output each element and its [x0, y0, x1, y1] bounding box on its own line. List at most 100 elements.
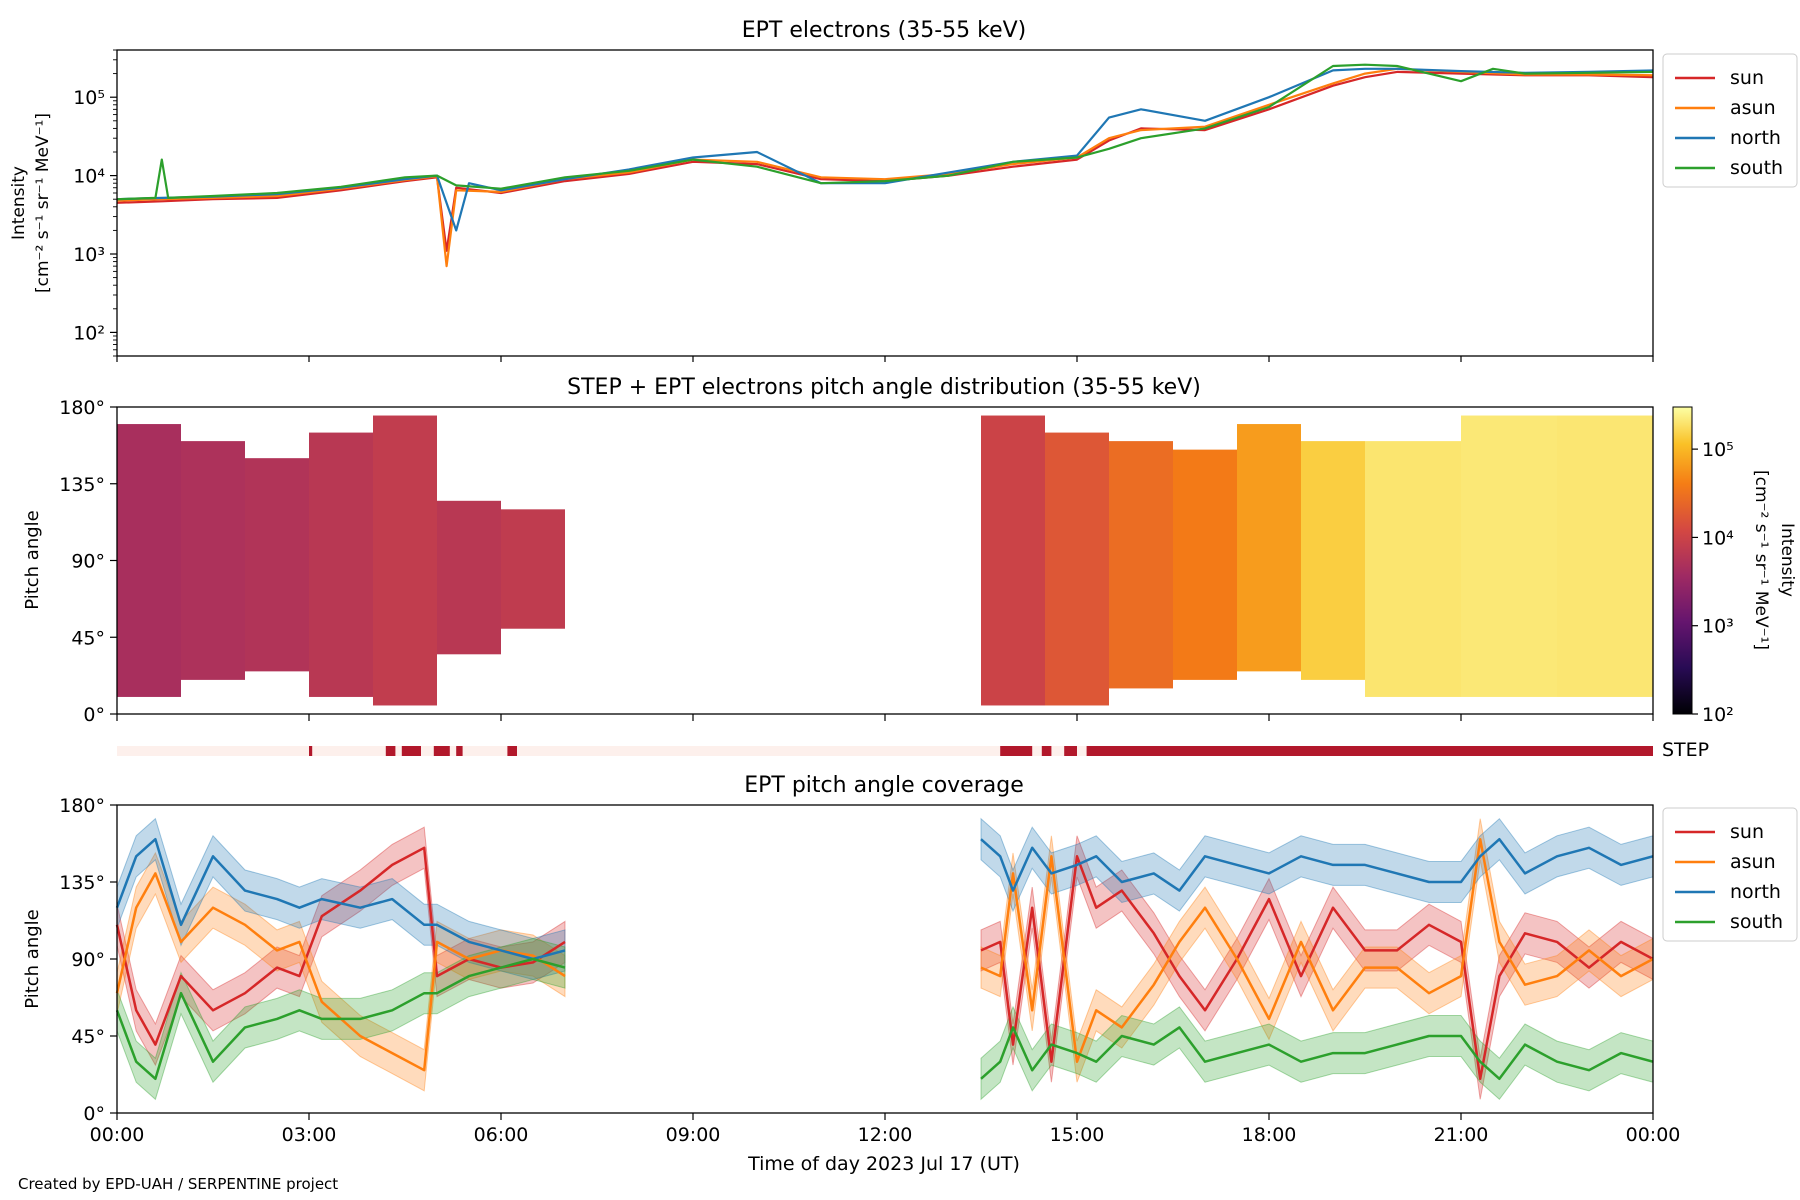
intensity-line-north [116, 67, 1654, 232]
intensity-ylabel-line1: Intensity [9, 166, 29, 240]
pad-heatmap-cell [1365, 441, 1461, 697]
pad-heatmap-cell [981, 415, 1045, 706]
coverage-legend-label-asun: asun [1730, 851, 1776, 873]
colorbar-units: [cm⁻² s⁻¹ sr⁻¹ MeV⁻¹] [1751, 470, 1771, 650]
coverage-band-asun [116, 851, 566, 1092]
pad-heatmap [117, 415, 1653, 706]
coverage-ytick-label: 135° [59, 872, 105, 894]
pad-ytick-label: 0° [83, 704, 105, 726]
coverage-axis-ticks: 0° 45° 90° 135° 180° 00:00 03:00 06:00 09:00 12:0… [59, 795, 1680, 1146]
step-bar-background [117, 746, 1653, 756]
coverage-band-sun [116, 826, 566, 1067]
pad-panel: STEP + EPT electrons pitch angle distrib… [22, 375, 1797, 726]
coverage-line-sun [115, 846, 566, 1046]
coverage-panel: EPT pitch angle coverage 0° 45° 90° 135° 180… [22, 773, 1798, 1175]
pad-ytick-label: 135° [59, 474, 105, 496]
panel-title-pad: STEP + EPT electrons pitch angle distrib… [567, 375, 1201, 400]
intensity-series [116, 63, 1654, 268]
pad-axis-ticks: 0° 45° 90° 135° 180° [59, 397, 1654, 726]
step-intervals [117, 746, 1653, 756]
pad-ylabel: Pitch angle [22, 510, 43, 609]
pad-heatmap-cell [437, 500, 501, 655]
colorbar-label: Intensity [1777, 523, 1797, 597]
coverage-legend-box [1662, 807, 1798, 942]
step-active-interval [1041, 746, 1052, 756]
coverage-xtick-label: 06:00 [474, 1124, 529, 1146]
coverage-band-south [980, 1005, 1654, 1101]
pad-heatmap-cell [309, 432, 373, 697]
intensity-legend-label-south: south [1730, 157, 1783, 179]
pad-heatmap-cell [1109, 441, 1173, 689]
coverage-ytick-label: 180° [59, 795, 105, 817]
colorbar-tick-label: 10³ [1702, 616, 1734, 638]
intensity-legend: sun asun north south [1662, 53, 1798, 188]
step-active-interval [1000, 746, 1033, 756]
pad-heatmap-cell [1237, 424, 1301, 672]
intensity-legend-box [1662, 53, 1798, 188]
coverage-line-asun [980, 837, 1654, 1063]
coverage-legend: sun asun north south [1662, 807, 1798, 942]
pad-colorbar: 10² 10³ 10⁴ 10⁵ Intensity [cm⁻² s⁻¹ sr⁻¹ MeV⁻… [1672, 406, 1797, 726]
coverage-line-north [115, 837, 566, 961]
panel-title-intensity: EPT electrons (35-55 keV) [742, 18, 1027, 43]
step-active-interval [433, 746, 450, 756]
coverage-xtick-label: 12:00 [858, 1124, 913, 1146]
coverage-ylabel: Pitch angle [22, 909, 43, 1008]
intensity-ytick-label: 10⁵ [73, 87, 105, 109]
step-coverage-bar: STEP [117, 739, 1709, 761]
colorbar-scale [1672, 406, 1693, 715]
intensity-ylabel-line2: [cm⁻² s⁻¹ sr⁻¹ MeV⁻¹] [33, 113, 53, 293]
intensity-line-south [116, 63, 1654, 201]
coverage-ytick-label: 0° [83, 1103, 105, 1125]
step-active-interval [507, 746, 517, 756]
intensity-line-asun [116, 67, 1654, 268]
coverage-line-sun [980, 855, 1654, 1081]
colorbar-tick-label: 10⁵ [1702, 439, 1734, 461]
pad-heatmap-cell [1557, 415, 1653, 697]
coverage-legend-label-south: south [1730, 911, 1783, 933]
step-active-interval [1086, 746, 1653, 756]
step-active-interval [401, 746, 421, 756]
intensity-ytick-label: 10³ [73, 244, 105, 266]
colorbar-tick-label: 10⁴ [1702, 527, 1734, 549]
coverage-line-south [115, 957, 566, 1081]
pad-heatmap-cell [1173, 449, 1237, 680]
intensity-legend-label-sun: sun [1730, 67, 1764, 89]
coverage-ytick-label: 90° [71, 949, 105, 971]
pad-heatmap-cell [1045, 432, 1109, 706]
intensity-axis-ticks: 10² 10³ 10⁴ 10⁵ [73, 49, 1654, 362]
coverage-ytick-label: 45° [71, 1026, 105, 1048]
step-label: STEP [1662, 739, 1709, 761]
coverage-band-north [116, 817, 566, 981]
step-active-interval [385, 746, 396, 756]
coverage-xtick-label: 00:00 [90, 1124, 145, 1146]
coverage-line-asun [115, 872, 566, 1072]
coverage-xtick-label: 18:00 [1242, 1124, 1297, 1146]
pad-heatmap-cell [1461, 415, 1557, 697]
intensity-ytick-label: 10⁴ [73, 166, 105, 188]
coverage-xtick-label: 09:00 [666, 1124, 721, 1146]
pad-ytick-label: 45° [71, 627, 105, 649]
pad-heatmap-cell [501, 509, 565, 629]
panel-title-coverage: EPT pitch angle coverage [744, 773, 1024, 798]
coverage-xtick-label: 03:00 [282, 1124, 337, 1146]
intensity-legend-label-north: north [1730, 127, 1781, 149]
coverage-series [115, 817, 1654, 1101]
step-active-interval [309, 746, 313, 756]
coverage-line-north [980, 837, 1654, 892]
coverage-xtick-label: 21:00 [1434, 1124, 1489, 1146]
step-active-interval [456, 746, 463, 756]
intensity-line-sun [116, 70, 1654, 252]
coverage-xtick-label: 15:00 [1050, 1124, 1105, 1146]
pad-heatmap-cell [181, 441, 245, 680]
intensity-ytick-label: 10² [73, 322, 105, 344]
pad-heatmap-cell [245, 458, 309, 672]
intensity-panel: EPT electrons (35-55 keV) 10² 10³ 10⁴ 10⁵ I… [9, 18, 1798, 362]
coverage-legend-label-sun: sun [1730, 821, 1764, 843]
step-active-interval [1064, 746, 1077, 756]
x-axis-label: Time of day 2023 Jul 17 (UT) [747, 1153, 1020, 1175]
intensity-plot-frame [116, 49, 1654, 357]
coverage-plot-frame [116, 804, 1654, 1114]
coverage-xtick-label: 00:00 [1626, 1124, 1681, 1146]
